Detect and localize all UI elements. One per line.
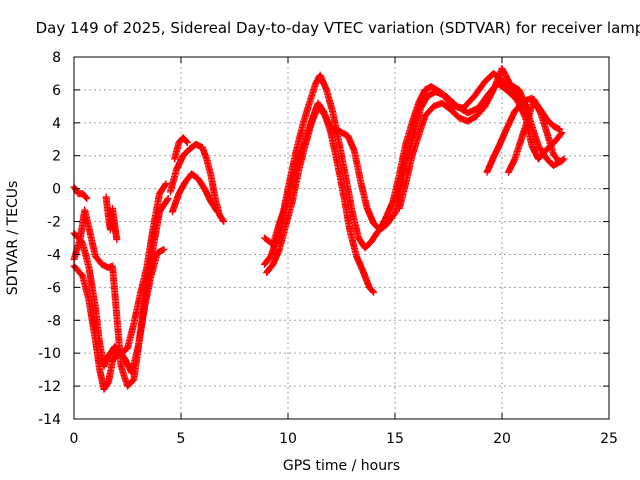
tick-layer: 0 5 10 15 20 25 -14 -12 -10 -8 -6 -4 -2 0 2 4 6 8	[38, 50, 618, 447]
plot-frame	[73, 56, 610, 420]
series-trace	[171, 134, 191, 163]
series-markers	[171, 134, 191, 163]
series-markers	[395, 65, 529, 212]
series-trace	[504, 96, 568, 176]
y-tick-label: 0	[52, 182, 61, 198]
y-tick-label: 2	[52, 149, 61, 165]
x-tick-label: 25	[600, 431, 618, 447]
series-trace	[168, 170, 221, 216]
series-markers	[168, 170, 221, 216]
x-tick-label: 10	[279, 431, 297, 447]
y-tick-label: -8	[47, 313, 61, 329]
series-markers	[102, 193, 121, 244]
series-trace	[395, 65, 529, 212]
x-tick-label: 15	[386, 431, 404, 447]
y-tick-label: -10	[38, 346, 61, 362]
y-tick-label: -4	[47, 247, 61, 263]
y-axis-label: SDTVAR / TECUs	[5, 181, 21, 296]
y-tick-label: -2	[47, 215, 61, 231]
y-tick-label: 6	[52, 83, 61, 99]
x-tick-label: 5	[177, 431, 186, 447]
y-tick-label: 4	[52, 116, 61, 132]
y-tick-label: -12	[38, 379, 61, 395]
x-tick-label: 0	[70, 431, 79, 447]
y-tick-label: 8	[52, 50, 61, 66]
series-trace	[102, 193, 121, 244]
x-tick-label: 20	[493, 431, 511, 447]
y-tick-label: -14	[38, 412, 61, 428]
y-tick-label: -6	[47, 280, 61, 296]
chart-title: Day 149 of 2025, Sidereal Day-to-day VTE…	[36, 19, 640, 37]
x-axis-label: GPS time / hours	[283, 458, 400, 474]
series-markers	[504, 96, 568, 176]
